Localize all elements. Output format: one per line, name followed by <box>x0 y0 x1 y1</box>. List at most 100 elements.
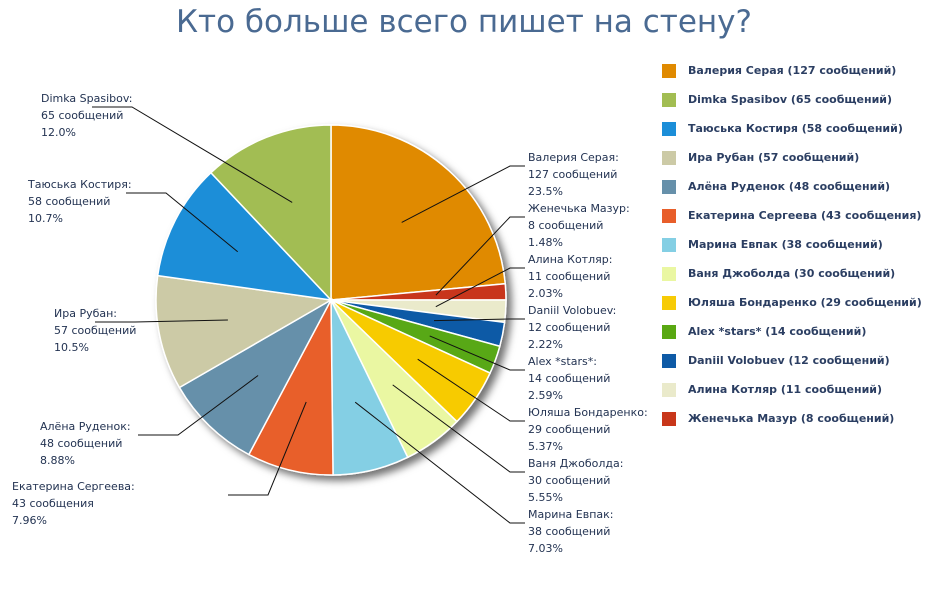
slice-label-percent: 2.03% <box>528 287 563 300</box>
leader-line <box>138 375 259 436</box>
slice-label-value: 127 сообщений <box>528 168 617 181</box>
legend-label: Алина Котляр (11 сообщений) <box>688 383 883 396</box>
leader-line <box>95 319 228 323</box>
slice-label-percent: 8.88% <box>40 454 75 467</box>
slice-label-percent: 5.55% <box>528 491 563 504</box>
legend-swatch <box>662 93 676 107</box>
slice-label-name: Daniil Volobuev: <box>528 304 616 317</box>
legend-item: Екатерина Сергеева (43 сообщения) <box>662 206 924 235</box>
slice-label-value: 57 сообщений <box>54 324 136 337</box>
slice-label-value: 8 сообщений <box>528 219 603 232</box>
legend-item: Таюська Костиря (58 сообщений) <box>662 119 924 148</box>
legend-item: Марина Евпак (38 сообщений) <box>662 235 924 264</box>
slice-label-name: Юляша Бондаренко: <box>528 406 648 419</box>
slice-label-value: 58 сообщений <box>28 195 110 208</box>
legend-item: Алёна Руденок (48 сообщений) <box>662 177 924 206</box>
slice-label-value: 29 сообщений <box>528 423 610 436</box>
slice-label-name: Алина Котляр: <box>528 253 612 266</box>
legend-swatch <box>662 354 676 368</box>
slice-label-value: 11 сообщений <box>528 270 610 283</box>
legend-label: Ваня Джоболда (30 сообщений) <box>688 267 896 280</box>
slice-label-value: 43 сообщения <box>12 497 94 510</box>
legend-swatch <box>662 209 676 223</box>
legend-label: Алёна Руденок (48 сообщений) <box>688 180 891 193</box>
slice-label-value: 14 сообщений <box>528 372 610 385</box>
legend-item: Юляша Бондаренко (29 сообщений) <box>662 293 924 322</box>
slice-label-name: Женечька Мазур: <box>528 202 630 215</box>
legend-item: Ира Рубан (57 сообщений) <box>662 148 924 177</box>
legend-swatch <box>662 238 676 252</box>
legend-label: Юляша Бондаренко (29 сообщений) <box>688 296 922 309</box>
slice-label-percent: 7.03% <box>528 542 563 555</box>
legend-swatch <box>662 412 676 426</box>
legend-swatch <box>662 64 676 78</box>
legend-label: Женечька Мазур (8 сообщений) <box>688 412 895 425</box>
slice-label-value: 48 сообщений <box>40 437 122 450</box>
slice-label-name: Алёна Руденок: <box>40 420 131 433</box>
legend-swatch <box>662 122 676 136</box>
slice-label-percent: 10.7% <box>28 212 63 225</box>
slice-label-name: Марина Евпак: <box>528 508 614 521</box>
leader-line <box>401 165 525 223</box>
legend-label: Таюська Костиря (58 сообщений) <box>688 122 903 135</box>
legend-label: Екатерина Сергеева (43 сообщения) <box>688 209 922 222</box>
legend-label: Alex *stars* (14 сообщений) <box>688 325 867 338</box>
legend-label: Валерия Серая (127 сообщений) <box>688 64 897 77</box>
slice-label-name: Ваня Джоболда: <box>528 457 623 470</box>
slice-label-name: Валерия Серая: <box>528 151 619 164</box>
slice-label-percent: 12.0% <box>41 126 76 139</box>
legend-swatch <box>662 151 676 165</box>
leader-line <box>228 401 307 496</box>
slice-label-percent: 1.48% <box>528 236 563 249</box>
leader-line <box>126 192 239 253</box>
leader-line <box>435 216 525 296</box>
pie-slice <box>209 124 332 302</box>
legend-swatch <box>662 267 676 281</box>
slice-label-percent: 7.96% <box>12 514 47 527</box>
leader-line <box>435 267 525 308</box>
slice-label-name: Екатерина Сергеева: <box>12 480 135 493</box>
slice-label-name: Таюська Костиря: <box>27 178 132 191</box>
slice-label-name: Ира Рубан: <box>54 307 117 320</box>
pie-slice <box>330 124 507 301</box>
legend-label: Daniil Volobuev (12 сообщений) <box>688 354 890 367</box>
leader-line <box>392 384 525 473</box>
legend-item: Женечька Мазур (8 сообщений) <box>662 409 924 438</box>
slice-label-percent: 10.5% <box>54 341 89 354</box>
legend-swatch <box>662 180 676 194</box>
slice-label-percent: 5.37% <box>528 440 563 453</box>
legend-swatch <box>662 325 676 339</box>
legend-swatch <box>662 296 676 310</box>
leader-line <box>429 335 525 371</box>
legend-label: Dimka Spasibov (65 сообщений) <box>688 93 893 106</box>
legend-item: Валерия Серая (127 сообщений) <box>662 61 924 90</box>
slice-label-value: 12 сообщений <box>528 321 610 334</box>
slice-label-percent: 2.59% <box>528 389 563 402</box>
leader-line <box>92 106 293 203</box>
legend-item: Алина Котляр (11 сообщений) <box>662 380 924 409</box>
slice-label-percent: 2.22% <box>528 338 563 351</box>
pie-slice <box>156 171 334 302</box>
slice-label-value: 38 сообщений <box>528 525 610 538</box>
slice-label-value: 30 сообщений <box>528 474 610 487</box>
legend-item: Daniil Volobuev (12 сообщений) <box>662 351 924 380</box>
leader-lines <box>92 106 525 524</box>
leader-line <box>433 318 525 322</box>
slice-labels: Валерия Серая: 127 сообщений 23.5% Женечька… <box>12 92 648 555</box>
legend-label: Марина Евпак (38 сообщений) <box>688 238 883 251</box>
legend-item: Dimka Spasibov (65 сообщений) <box>662 90 924 119</box>
legend-item: Ваня Джоболда (30 сообщений) <box>662 264 924 293</box>
leader-line <box>417 358 525 422</box>
legend-item: Alex *stars* (14 сообщений) <box>662 322 924 351</box>
legend: Валерия Серая (127 сообщений) Dimka Spasi… <box>662 61 924 438</box>
slice-label-name: Alex *stars*: <box>528 355 597 368</box>
pie-slices <box>155 124 507 476</box>
legend-swatch <box>662 383 676 397</box>
leader-line <box>354 401 525 524</box>
slice-label-name: Dimka Spasibov: <box>41 92 132 105</box>
slice-label-value: 65 сообщений <box>41 109 123 122</box>
slice-label-percent: 23.5% <box>528 185 563 198</box>
pie-slice <box>155 274 334 389</box>
legend-label: Ира Рубан (57 сообщений) <box>688 151 860 164</box>
